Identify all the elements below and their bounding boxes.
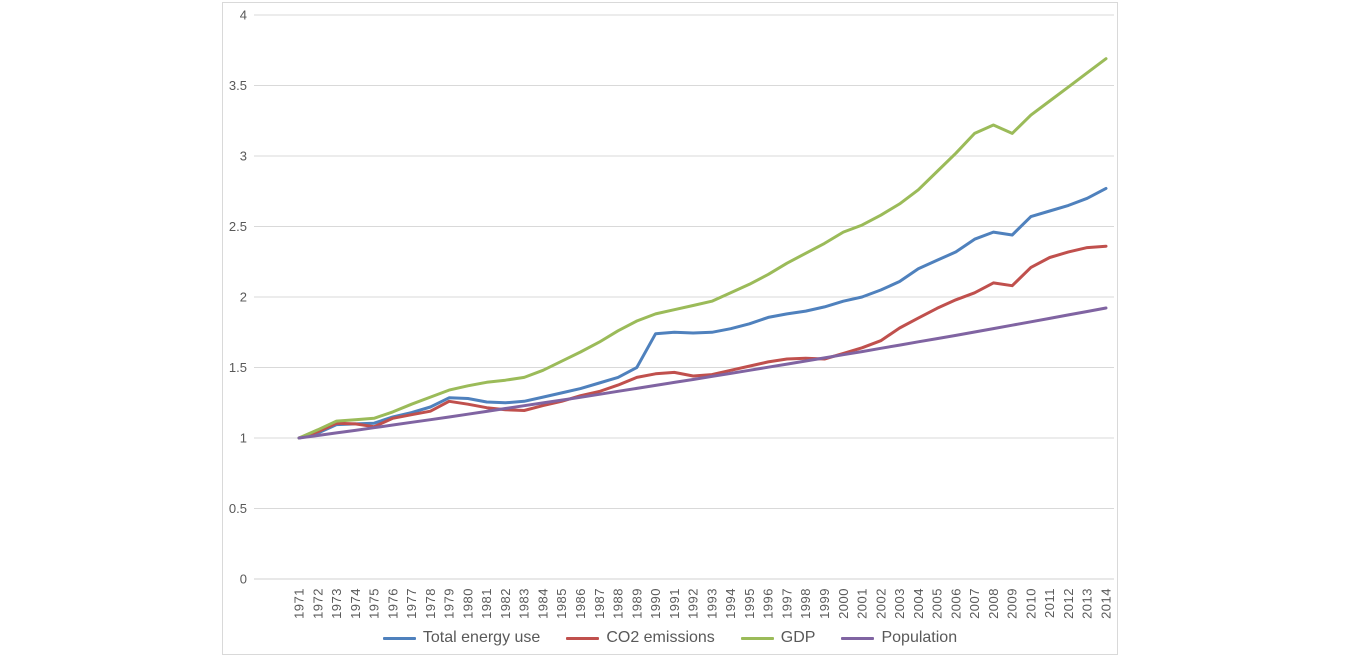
x-axis-tick-label: 1983: [517, 588, 532, 619]
x-axis-tick-label: 1978: [423, 588, 438, 619]
x-axis-tick-label: 1993: [704, 588, 719, 619]
x-axis-tick-label: 1990: [648, 588, 663, 619]
x-axis-tick-label: 1987: [592, 588, 607, 619]
x-axis-tick-label: 2006: [948, 588, 963, 619]
x-axis-tick-label: 1986: [573, 588, 588, 619]
legend-line-swatch: [841, 636, 875, 640]
x-axis-tick-label: 1977: [404, 588, 419, 619]
x-axis-tick-label: 2003: [892, 588, 907, 619]
legend-item-co2-emissions[interactable]: CO2 emissions: [566, 629, 715, 646]
x-axis-tick-label: 1973: [329, 588, 344, 619]
legend-item-label: Population: [881, 629, 958, 646]
x-axis-tick-label: 1971: [292, 588, 307, 619]
x-axis-tick-label: 2011: [1042, 588, 1057, 618]
x-axis-tick-label: 2002: [873, 588, 888, 619]
x-axis-tick-label: 1999: [817, 588, 832, 619]
y-axis-tick-label: 1.5: [229, 360, 247, 375]
x-axis-tick-label: 1985: [554, 588, 569, 619]
x-axis-tick-label: 1981: [479, 588, 494, 619]
x-axis-tick-label: 2001: [855, 588, 870, 619]
x-axis-tick-label: 2007: [967, 588, 982, 619]
series-line-gdp[interactable]: [297, 57, 1108, 440]
legend-item-label: GDP: [780, 629, 816, 646]
legend-line-swatch: [382, 636, 416, 640]
x-axis-tick-label: 2008: [986, 588, 1001, 619]
x-axis-tick-label: 1974: [348, 588, 363, 619]
x-axis-tick-label: 1972: [310, 588, 325, 619]
x-axis-tick-label: 1995: [742, 588, 757, 619]
y-axis-tick-label: 3: [240, 149, 247, 164]
x-axis-tick-label: 2005: [930, 588, 945, 619]
y-axis-tick-label: 0: [240, 572, 247, 587]
x-axis-tick-label: 2010: [1023, 588, 1038, 619]
x-axis-tick-label: 1994: [723, 588, 738, 619]
x-axis-tick-label: 1988: [611, 588, 626, 619]
x-axis-tick-label: 1979: [442, 588, 457, 619]
y-axis-tick-label: 3.5: [229, 78, 247, 93]
x-axis-tick-label: 1975: [367, 588, 382, 619]
x-axis-tick-label: 1996: [761, 588, 776, 619]
y-axis-tick-label: 1: [240, 431, 247, 446]
x-axis-tick-label: 1997: [779, 588, 794, 619]
x-axis-tick-label: 1989: [629, 588, 644, 619]
x-axis-tick-label: 1976: [385, 588, 400, 619]
legend-item-total-energy-use[interactable]: Total energy use: [382, 629, 541, 646]
legend-item-gdp[interactable]: GDP: [740, 629, 816, 646]
x-axis-tick-label: 1982: [498, 588, 513, 619]
y-axis-tick-label: 0.5: [229, 501, 247, 516]
x-axis-tick-label: 1991: [667, 588, 682, 619]
x-axis-tick-label: 1980: [460, 588, 475, 619]
x-axis-tick-label: 2012: [1061, 588, 1076, 619]
y-axis-tick-label: 4: [240, 8, 247, 23]
x-axis-tick-label: 2013: [1080, 588, 1095, 619]
series-line-population[interactable]: [297, 306, 1108, 440]
legend-item-population[interactable]: Population: [841, 630, 957, 646]
chart-frame[interactable]: 0 0.5 1 1.5 2 2.5 3 3.5 4 1971 1972 1973 1974 1975 197…: [222, 2, 1118, 655]
legend-line-swatch: [566, 636, 600, 640]
legend-line-swatch: [740, 636, 774, 640]
y-axis-tick-label: 2.5: [229, 219, 247, 234]
x-axis-tick-label: 2014: [1099, 588, 1114, 619]
legend-item-label: CO2 emissions: [606, 629, 715, 646]
y-axis-tick-label: 2: [240, 290, 247, 305]
x-axis-tick-label: 2000: [836, 588, 851, 619]
x-axis-tick-label: 2004: [911, 588, 926, 619]
legend-item-label: Total energy use: [422, 629, 541, 646]
series-line-co2-emissions[interactable]: [297, 244, 1108, 440]
x-axis-tick-label: 1984: [535, 588, 550, 619]
x-axis-tick-label: 1998: [798, 588, 813, 619]
series-line-total-energy-use[interactable]: [297, 186, 1108, 440]
x-axis-tick-label: 2009: [1005, 588, 1020, 619]
chart-legend: Total energy use CO2 emissions GDP Popul…: [223, 625, 1117, 651]
x-axis-tick-label: 1992: [686, 588, 701, 619]
